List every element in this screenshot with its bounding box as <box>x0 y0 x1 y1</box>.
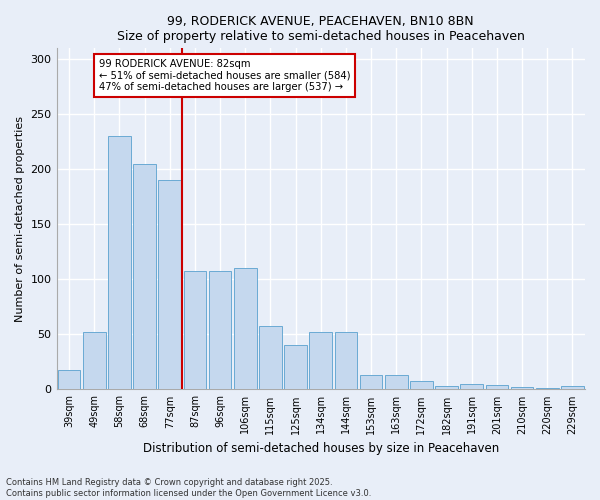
Bar <box>536 388 559 390</box>
X-axis label: Distribution of semi-detached houses by size in Peacehaven: Distribution of semi-detached houses by … <box>143 442 499 455</box>
Bar <box>209 270 232 390</box>
Bar <box>410 380 433 390</box>
Bar <box>284 346 307 390</box>
Bar <box>158 180 181 390</box>
Title: 99, RODERICK AVENUE, PEACEHAVEN, BN10 8BN
Size of property relative to semi-deta: 99, RODERICK AVENUE, PEACEHAVEN, BN10 8B… <box>117 15 525 43</box>
Bar <box>234 268 257 390</box>
Bar <box>460 384 483 390</box>
Bar <box>335 332 357 390</box>
Bar <box>108 136 131 390</box>
Bar <box>184 270 206 390</box>
Bar <box>485 385 508 390</box>
Bar <box>83 332 106 390</box>
Bar <box>511 387 533 390</box>
Y-axis label: Number of semi-detached properties: Number of semi-detached properties <box>15 116 25 322</box>
Bar <box>58 370 80 390</box>
Text: Contains HM Land Registry data © Crown copyright and database right 2025.
Contai: Contains HM Land Registry data © Crown c… <box>6 478 371 498</box>
Bar <box>360 375 382 390</box>
Bar <box>385 375 407 390</box>
Bar <box>310 332 332 390</box>
Bar <box>435 386 458 390</box>
Bar <box>561 386 584 390</box>
Bar <box>133 164 156 390</box>
Text: 99 RODERICK AVENUE: 82sqm
← 51% of semi-detached houses are smaller (584)
47% of: 99 RODERICK AVENUE: 82sqm ← 51% of semi-… <box>99 58 350 92</box>
Bar <box>259 326 282 390</box>
